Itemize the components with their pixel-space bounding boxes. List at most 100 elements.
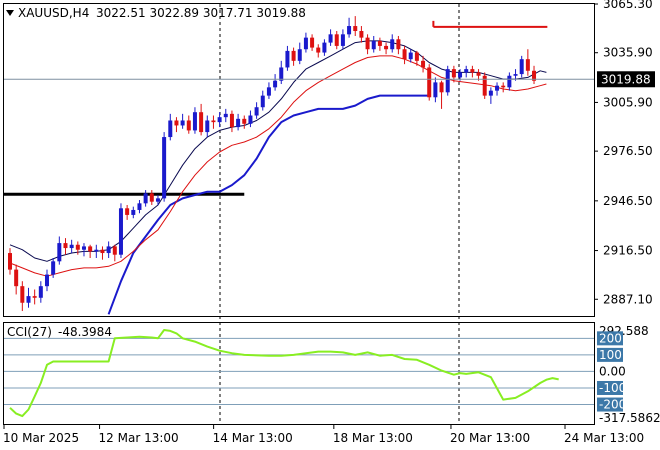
cci-tick-label: -100 xyxy=(599,381,626,395)
candle-body xyxy=(488,90,493,96)
candle-body xyxy=(180,120,185,126)
dropdown-triangle-icon[interactable] xyxy=(6,10,14,16)
candle xyxy=(131,206,136,219)
candle xyxy=(427,64,432,101)
cci-level-tag xyxy=(597,347,623,362)
candle xyxy=(482,72,487,99)
candle xyxy=(236,113,241,131)
candle xyxy=(63,238,68,255)
candle xyxy=(303,32,308,53)
candle-body xyxy=(451,69,456,78)
candle xyxy=(273,74,278,91)
cci-tick-label: 100 xyxy=(599,348,622,362)
candle xyxy=(285,45,290,71)
candle xyxy=(192,107,197,134)
candle xyxy=(186,115,191,134)
candle xyxy=(322,39,327,56)
price-tick-label: 2976.50 xyxy=(603,144,653,158)
candle-body xyxy=(476,72,481,76)
candle-body xyxy=(507,75,512,88)
candle-body xyxy=(125,208,130,215)
cci-title: CCI(27) xyxy=(7,325,52,339)
price-tick-label: 2946.50 xyxy=(603,194,653,208)
candle xyxy=(143,190,148,207)
price-tick-label: 2916.50 xyxy=(603,244,653,258)
candle-body xyxy=(143,193,148,204)
candle xyxy=(291,47,296,66)
candle-body xyxy=(254,107,259,116)
candle xyxy=(340,29,345,50)
candle-body xyxy=(192,112,197,131)
candle xyxy=(328,29,333,46)
candle-body xyxy=(88,246,93,252)
candle xyxy=(396,35,401,55)
candle xyxy=(266,82,271,99)
candle-body xyxy=(149,193,154,202)
candle xyxy=(279,60,284,85)
candle xyxy=(32,289,37,305)
candle xyxy=(223,108,228,123)
candle xyxy=(495,82,500,96)
candle-body xyxy=(279,67,284,81)
candle xyxy=(162,132,167,202)
candle xyxy=(390,34,395,53)
candle-body xyxy=(532,70,537,81)
candle xyxy=(297,42,302,65)
support-line xyxy=(107,94,430,315)
candle-body xyxy=(26,296,31,303)
candle-body xyxy=(174,120,179,126)
candle xyxy=(125,204,130,220)
candle-body xyxy=(186,120,191,131)
candle xyxy=(532,65,537,85)
last-price-value: 3019.88 xyxy=(601,72,651,86)
candle xyxy=(149,190,154,205)
candle-body xyxy=(495,85,500,91)
time-tick-label: 12 Mar 13:00 xyxy=(99,431,179,445)
time-tick-label: 14 Mar 13:00 xyxy=(213,431,293,445)
candle xyxy=(94,244,99,259)
candle-body xyxy=(100,249,105,254)
time-tick-label: 18 Mar 13:00 xyxy=(333,431,413,445)
candle-body xyxy=(525,59,530,71)
candle xyxy=(384,42,389,55)
candle xyxy=(229,110,234,133)
candle-body xyxy=(482,75,487,96)
candle-body xyxy=(316,47,321,53)
candle-body xyxy=(396,39,401,50)
candle xyxy=(359,26,364,43)
price-panel-frame xyxy=(3,3,595,317)
cci-series-line xyxy=(9,329,559,418)
horizontal-levels xyxy=(4,20,548,196)
candle xyxy=(408,49,413,63)
candle-body xyxy=(199,112,204,133)
candle xyxy=(44,269,49,292)
candle-body xyxy=(402,49,407,60)
price-axis: 3065.30 3035.90 3005.90 2976.50 2946.50 2916.… xyxy=(594,0,655,306)
candle-body xyxy=(266,87,271,96)
candle xyxy=(57,236,62,265)
candle-body xyxy=(439,82,444,93)
candle xyxy=(260,90,265,111)
candle xyxy=(205,115,210,138)
candle-body xyxy=(464,69,469,73)
candle xyxy=(316,44,321,58)
candle-body xyxy=(384,45,389,50)
candle-body xyxy=(328,34,333,43)
candle xyxy=(310,34,315,51)
candle-body xyxy=(458,72,463,78)
chart-header: XAUUSD,H4 3022.51 3022.89 3017.71 3019.8… xyxy=(6,6,306,20)
candle xyxy=(155,195,160,205)
candle-body xyxy=(414,52,419,61)
candle-body xyxy=(445,69,450,93)
candle-body xyxy=(347,26,352,35)
candle-body xyxy=(44,274,49,287)
candle xyxy=(112,244,117,262)
candle xyxy=(371,35,376,53)
candle xyxy=(353,16,358,36)
cci-tick-label: -317.5862 xyxy=(599,411,660,425)
candle xyxy=(118,203,123,259)
candle xyxy=(199,103,204,136)
time-tick-label: 10 Mar 2025 xyxy=(3,431,79,445)
